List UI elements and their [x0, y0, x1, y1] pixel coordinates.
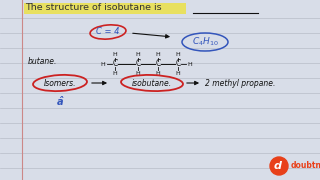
- Text: H: H: [188, 62, 192, 66]
- Text: Isomers.: Isomers.: [44, 78, 76, 87]
- Text: C: C: [135, 60, 140, 69]
- Text: H: H: [136, 53, 140, 57]
- Text: â: â: [57, 97, 63, 107]
- Text: H: H: [156, 53, 160, 57]
- Text: H: H: [136, 71, 140, 76]
- Text: C: C: [112, 60, 118, 69]
- Text: H: H: [176, 71, 180, 76]
- Text: isobutane.: isobutane.: [132, 78, 172, 87]
- Text: C: C: [156, 60, 161, 69]
- Text: d: d: [274, 161, 282, 171]
- Text: doubtnut: doubtnut: [291, 161, 320, 170]
- Text: H: H: [100, 62, 105, 66]
- FancyBboxPatch shape: [24, 3, 186, 14]
- Circle shape: [270, 157, 288, 175]
- Text: butane.: butane.: [28, 57, 57, 66]
- Text: The structure of isobutane is: The structure of isobutane is: [25, 3, 162, 12]
- Text: 2 methyl propane.: 2 methyl propane.: [205, 78, 276, 87]
- Text: H: H: [176, 53, 180, 57]
- Text: $C_4H_{10}$: $C_4H_{10}$: [192, 36, 219, 48]
- Text: H: H: [156, 71, 160, 76]
- Text: C = 4: C = 4: [96, 28, 120, 37]
- Text: H: H: [113, 53, 117, 57]
- Text: C: C: [175, 60, 180, 69]
- Text: H: H: [113, 71, 117, 76]
